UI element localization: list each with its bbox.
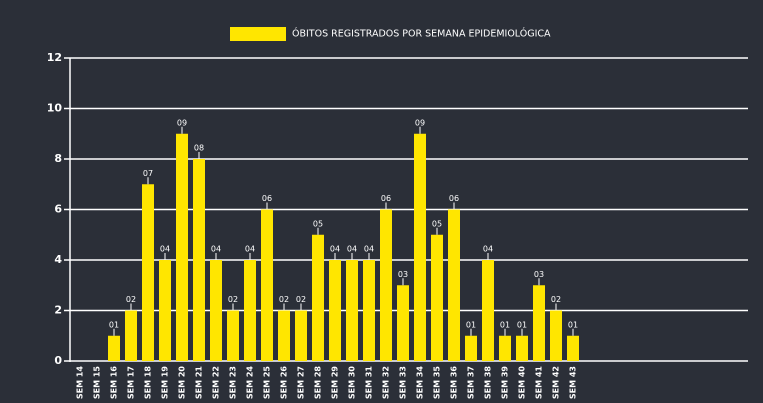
bar [550,311,562,362]
bar [227,311,239,362]
bar [278,311,290,362]
x-tick-label: SEM 41 [535,366,544,400]
value-label: 03 [398,270,408,279]
x-tick-label: SEM 15 [93,366,102,400]
value-label: 06 [381,194,391,203]
bar [210,260,222,361]
x-tick-label: SEM 35 [433,366,442,400]
page: ÓBITOS REGISTRADOS POR SEMANA EPIDEMIOLÓ… [0,0,763,403]
x-tick-label: SEM 31 [365,366,374,400]
value-label: 04 [364,245,374,254]
bar [193,159,205,361]
value-label: 02 [228,295,238,304]
value-label: 04 [245,245,255,254]
bar [414,134,426,361]
value-label: 01 [500,320,510,329]
x-tick-label: SEM 40 [518,366,527,400]
value-label: 04 [160,245,170,254]
bar [482,260,494,361]
x-tick-label: SEM 23 [229,366,238,399]
x-tick-label: SEM 14 [76,366,85,400]
x-tick-label: SEM 43 [569,366,578,399]
y-tick-label: 0 [54,354,62,367]
x-tick-label: SEM 27 [297,366,306,399]
value-label: 08 [194,144,204,153]
bar [125,311,137,362]
value-label: 04 [330,245,340,254]
x-tick-label: SEM 17 [127,366,136,399]
x-tick-label: SEM 39 [501,366,510,400]
value-label: 09 [415,118,425,127]
bar [448,210,460,362]
chart: ÓBITOS REGISTRADOS POR SEMANA EPIDEMIOLÓ… [0,0,763,403]
x-tick-label: SEM 38 [484,366,493,400]
value-label: 07 [143,169,153,178]
y-tick-label: 10 [47,102,63,115]
bar [329,260,341,361]
value-label: 02 [551,295,561,304]
value-label: 04 [347,245,357,254]
bar [397,285,409,361]
x-tick-label: SEM 22 [212,366,221,399]
bar [533,285,545,361]
value-label: 06 [262,194,272,203]
value-label: 03 [534,270,544,279]
bar [346,260,358,361]
value-label: 01 [109,320,119,329]
y-tick-label: 2 [54,304,62,317]
bar [312,235,324,361]
value-label: 02 [296,295,306,304]
value-label: 02 [279,295,289,304]
value-label: 04 [211,245,221,254]
x-tick-label: SEM 28 [314,366,323,400]
value-label: 09 [177,118,187,127]
bar [380,210,392,362]
bar [176,134,188,361]
x-tick-label: SEM 32 [382,366,391,399]
bar [244,260,256,361]
value-label: 06 [449,194,459,203]
y-tick-label: 4 [54,253,62,266]
x-tick-label: SEM 18 [144,366,153,400]
value-label: 01 [568,320,578,329]
value-label: 05 [432,219,442,228]
bar [159,260,171,361]
y-tick-label: 12 [47,51,62,64]
value-label: 05 [313,219,323,228]
bar [516,336,528,361]
legend-label: ÓBITOS REGISTRADOS POR SEMANA EPIDEMIOLÓ… [292,28,551,40]
x-tick-label: SEM 26 [280,366,289,400]
x-tick-label: SEM 24 [246,366,255,400]
x-tick-label: SEM 34 [416,366,425,400]
x-tick-label: SEM 19 [161,366,170,400]
value-label: 04 [483,245,493,254]
legend-swatch [230,27,286,41]
bar [261,210,273,362]
bar [363,260,375,361]
x-tick-label: SEM 30 [348,366,357,400]
bar [431,235,443,361]
x-tick-label: SEM 42 [552,366,561,399]
bar [499,336,511,361]
value-label: 01 [466,320,476,329]
x-tick-label: SEM 20 [178,366,187,400]
x-tick-label: SEM 36 [450,366,459,400]
bar [295,311,307,362]
bar [142,184,154,361]
x-tick-label: SEM 25 [263,366,272,400]
bar [465,336,477,361]
bar [108,336,120,361]
y-tick-label: 6 [54,203,62,216]
x-tick-label: SEM 29 [331,366,340,400]
x-tick-label: SEM 37 [467,366,476,399]
x-tick-label: SEM 21 [195,366,204,400]
x-tick-label: SEM 33 [399,366,408,399]
x-tick-label: SEM 16 [110,366,119,400]
value-label: 02 [126,295,136,304]
bar [567,336,579,361]
value-label: 01 [517,320,527,329]
y-tick-label: 8 [54,152,62,165]
